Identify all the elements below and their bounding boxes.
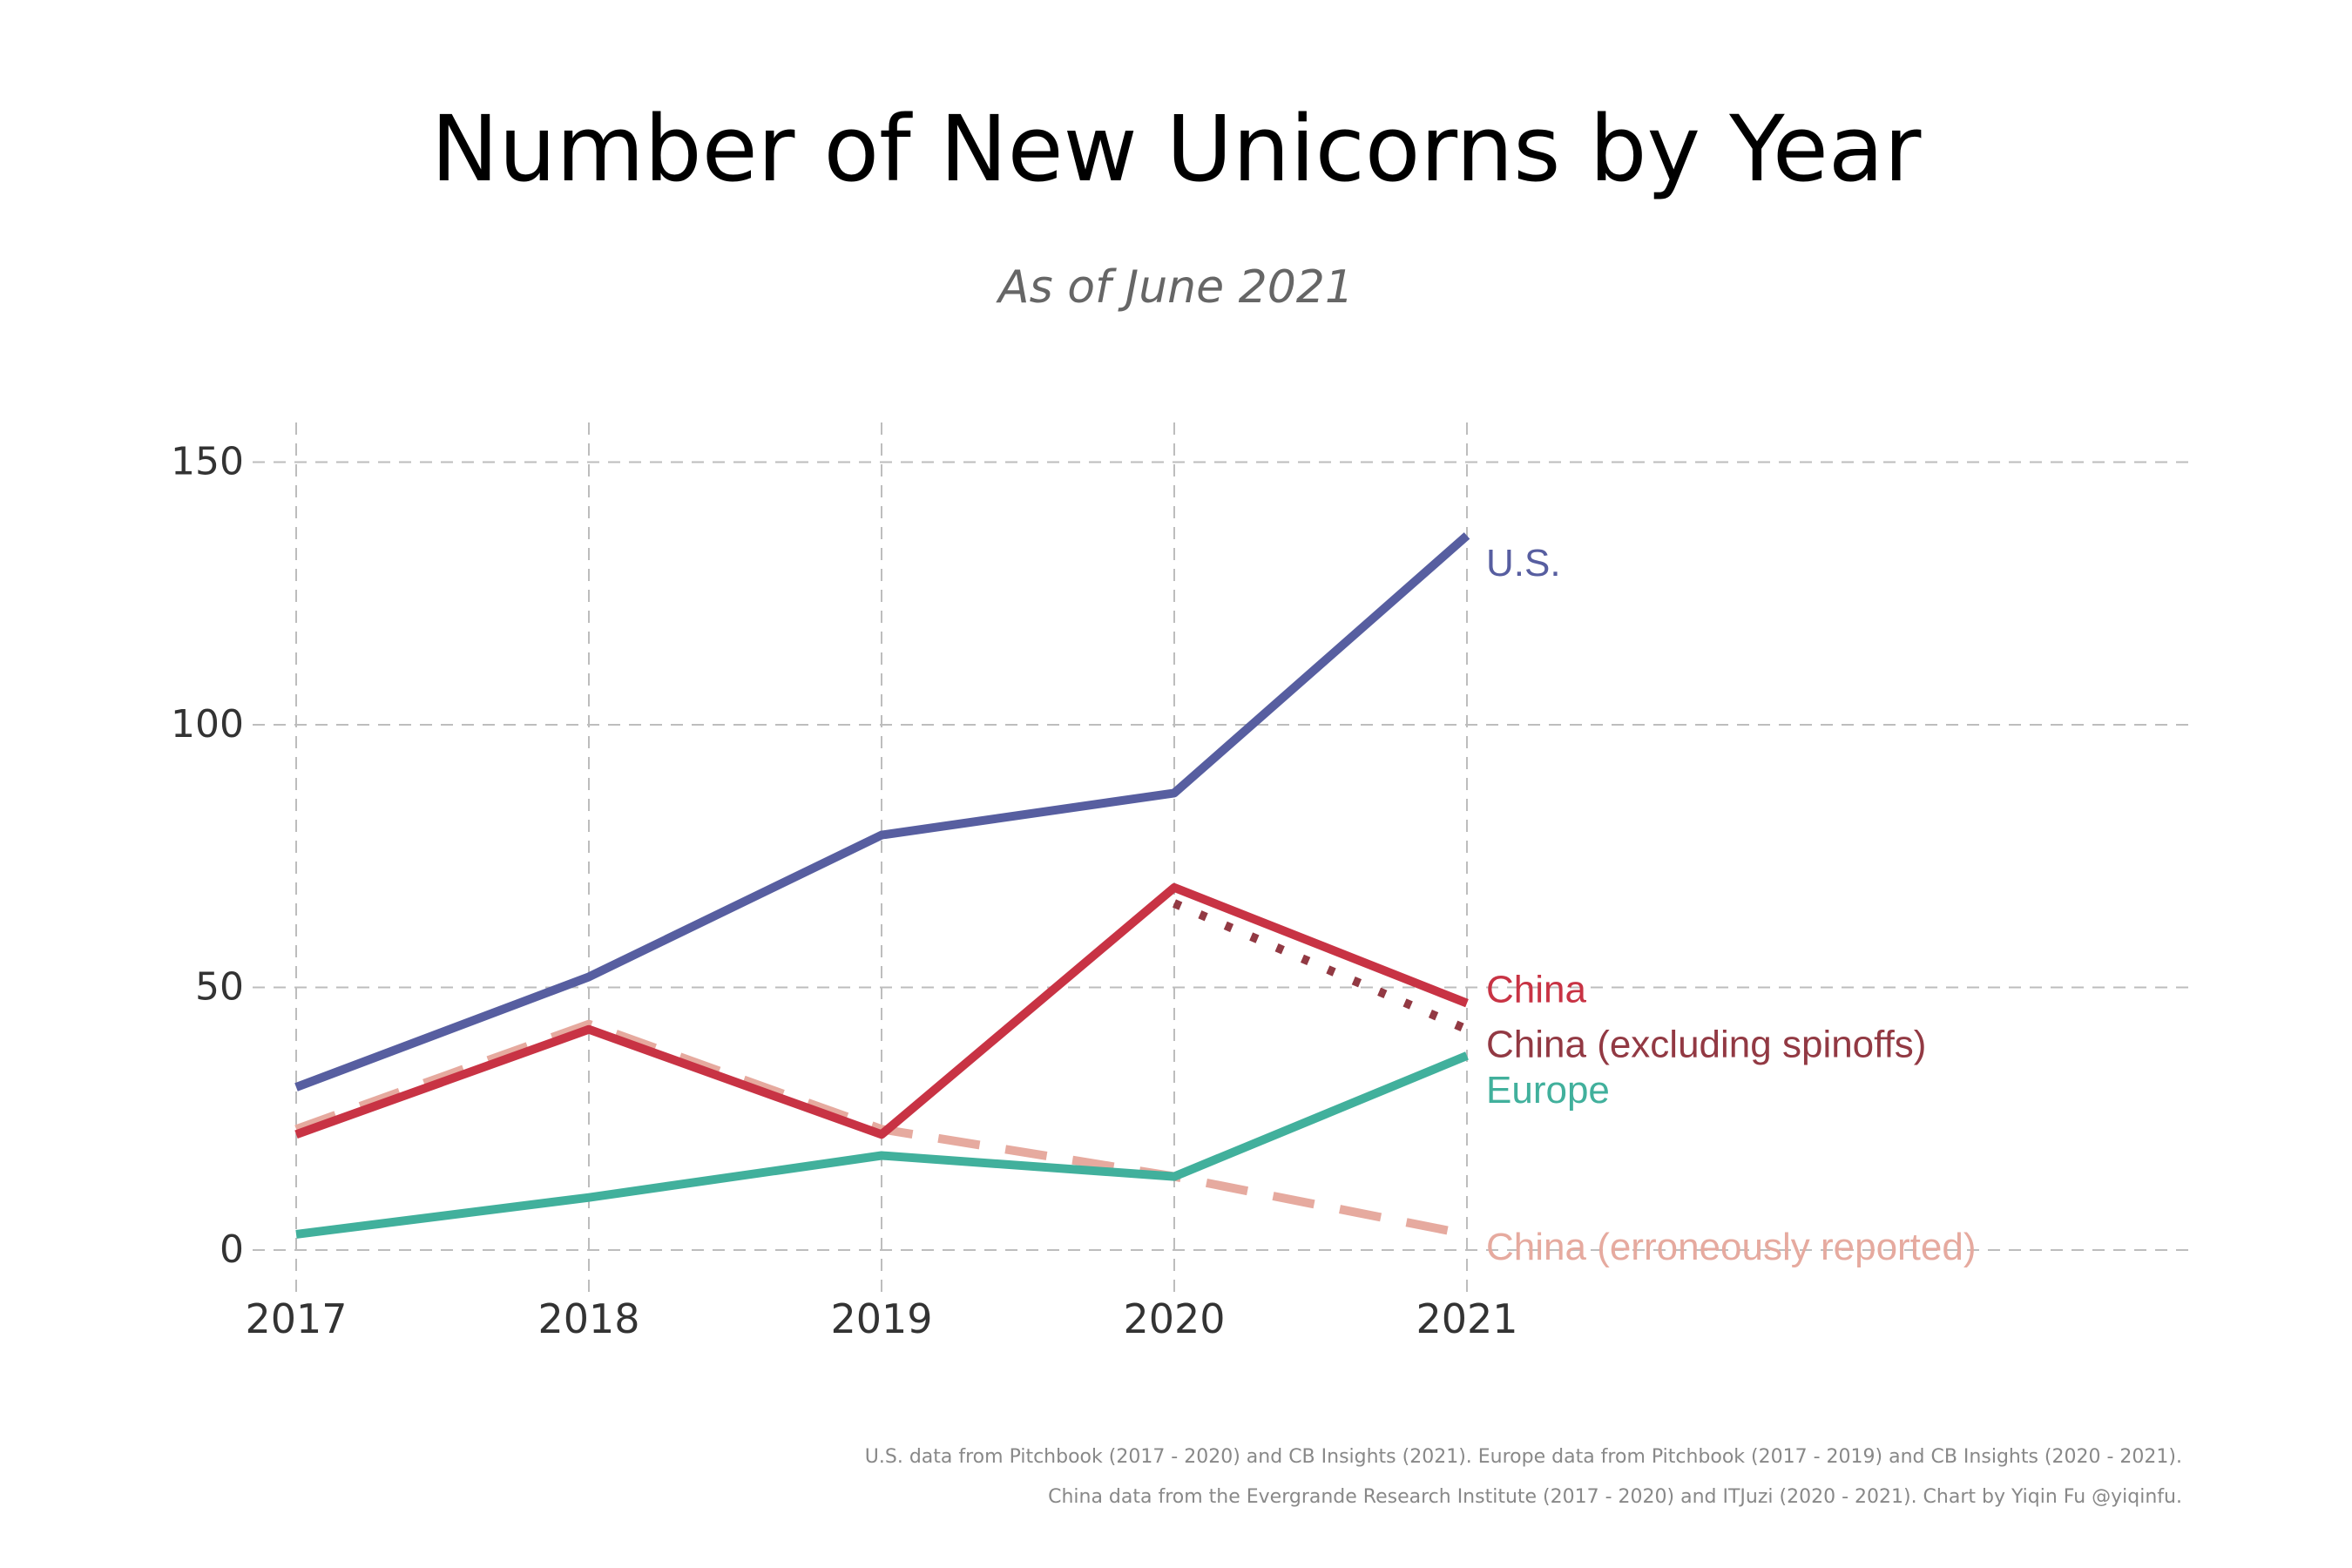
- series-label-china: China: [1486, 969, 1586, 1011]
- source-caption-line-1: U.S. data from Pitchbook (2017 - 2020) a…: [864, 1446, 2182, 1468]
- chart-title: Number of New Unicorns by Year: [430, 96, 1922, 202]
- series-label-u-s: U.S.: [1486, 542, 1561, 585]
- x-tick-label: 2021: [1416, 1295, 1517, 1342]
- series-line-china: [294, 882, 1469, 1139]
- source-caption-line-2: China data from the Evergrande Research …: [1048, 1486, 2182, 1508]
- series-line-china-excluding-spinoffs: [1173, 899, 1469, 1034]
- chart-subtitle: As of June 2021: [998, 261, 1354, 314]
- y-tick-label: 50: [195, 965, 244, 1010]
- y-tick-label: 150: [171, 440, 244, 484]
- axis-ticks: 0 50 100 150 2017 2018 2019 2020 2021: [171, 440, 1518, 1343]
- x-tick-label: 2019: [830, 1295, 932, 1342]
- series-label-europe: Europe: [1486, 1069, 1610, 1112]
- y-tick-label: 100: [171, 702, 244, 747]
- series-label-china-erroneously-reported: China (erroneously reported): [1486, 1226, 1977, 1268]
- series-labels: U.S. China China (excluding spinoffs)Europ…: [1486, 542, 1977, 1268]
- grid-lines: [253, 422, 2195, 1298]
- x-tick-label: 2017: [245, 1295, 347, 1342]
- series-line-u-s: [294, 532, 1470, 1092]
- x-tick-label: 2018: [537, 1295, 639, 1342]
- series-line-europe: [295, 1051, 1469, 1239]
- y-tick-label: 0: [220, 1227, 244, 1272]
- x-tick-label: 2020: [1123, 1295, 1225, 1342]
- series-lines: [294, 532, 1470, 1239]
- series-label-china-excluding-spinoffs: China (excluding spinoffs): [1486, 1024, 1926, 1066]
